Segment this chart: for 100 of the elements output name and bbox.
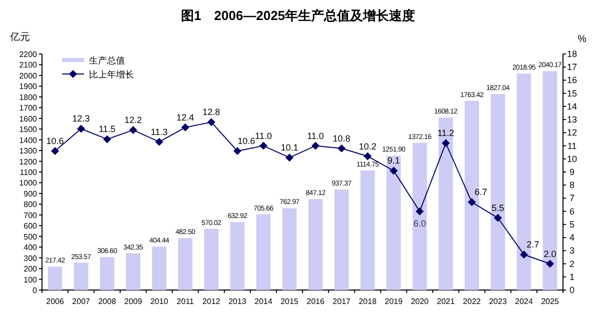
y2-tick-label: 16 — [566, 75, 578, 86]
x-tick-label: 2024 — [515, 297, 534, 306]
data-label: 2.0 — [544, 248, 556, 259]
legend-label: 比上年增长 — [89, 70, 134, 80]
data-label: 9.1 — [387, 156, 400, 166]
x-tick-label: 2021 — [436, 297, 456, 306]
y-tick-label: 1600 — [19, 114, 38, 124]
bar — [490, 94, 506, 290]
x-tick-label: 2007 — [72, 297, 91, 306]
point — [207, 118, 216, 126]
data-label: 11.2 — [437, 128, 454, 138]
point — [494, 214, 502, 222]
bar — [386, 156, 401, 290]
y-axis-title: 亿元 — [9, 32, 30, 43]
y-tick-label: 600 — [24, 222, 38, 231]
y2-tick-label: 13 — [566, 114, 578, 125]
y2-tick-label: 15 — [566, 88, 578, 98]
point — [546, 260, 554, 268]
y2-tick-label: 8 — [569, 180, 575, 190]
point — [520, 250, 528, 259]
x-tick-label: 2016 — [306, 297, 325, 306]
x-tick-label: 2025 — [541, 297, 560, 306]
y2-axis-title: % — [578, 34, 587, 45]
point — [390, 166, 398, 175]
bar — [438, 117, 453, 290]
y-tick-label: 2200 — [19, 50, 38, 59]
y-tick-label: 1400 — [19, 136, 38, 145]
x-tick-label: 2008 — [98, 297, 117, 306]
data-label: 6.7 — [474, 187, 488, 198]
legend-label: 生产总值 — [89, 56, 125, 66]
point — [77, 124, 86, 133]
y-tick-label: 100 — [24, 275, 38, 284]
bar — [126, 253, 140, 290]
y2-tick-label: 18 — [566, 49, 578, 59]
data-label: 11.0 — [307, 130, 324, 141]
y-tick-label: 300 — [24, 254, 38, 263]
y2-tick-label: 2 — [569, 258, 575, 269]
x-tick-label: 2022 — [462, 297, 482, 306]
y-tick-label: 2000 — [19, 71, 38, 80]
point — [129, 126, 138, 134]
bar — [360, 170, 375, 290]
point — [155, 138, 164, 146]
point — [51, 147, 60, 156]
point — [259, 142, 268, 150]
data-label: 10.6 — [238, 136, 256, 146]
y-tick-label: 900 — [24, 189, 38, 198]
y-tick-label: 1200 — [19, 157, 38, 166]
data-label: 11.0 — [254, 130, 272, 141]
data-label: 5.5 — [492, 202, 504, 213]
bar — [48, 266, 62, 290]
point — [338, 144, 346, 152]
x-tick-label: 2009 — [124, 297, 143, 306]
x-tick-label: 2013 — [228, 297, 247, 306]
point — [364, 152, 372, 160]
bar — [178, 238, 192, 290]
x-tick-label: 2018 — [358, 297, 378, 306]
y2-tick-label: 9 — [569, 167, 575, 177]
y-tick-label: 1000 — [19, 178, 38, 188]
data-label: 10.1 — [280, 142, 298, 153]
bar — [412, 142, 427, 290]
data-label: 2.7 — [526, 240, 540, 250]
point — [285, 154, 294, 162]
x-tick-label: 2010 — [150, 297, 169, 306]
bar — [308, 199, 323, 290]
bar — [230, 222, 245, 290]
data-label: 12.3 — [72, 114, 90, 124]
x-tick-label: 2014 — [254, 297, 273, 306]
y2-tick-label: 7 — [569, 193, 575, 204]
chart-title: 图1 2006—2025年生产总值及增长速度 — [180, 8, 416, 23]
data-label: 10.6 — [46, 136, 64, 146]
data-label: 11.3 — [150, 126, 168, 137]
x-tick-label: 2006 — [46, 297, 64, 306]
y-tick-label: 500 — [24, 232, 38, 242]
y-tick-label: 1700 — [19, 104, 38, 113]
point — [416, 207, 424, 216]
point — [103, 135, 112, 144]
bar — [100, 257, 114, 290]
x-tick-label: 2012 — [202, 297, 221, 306]
y2-tick-label: 5 — [569, 219, 575, 230]
y2-tick-label: 17 — [566, 62, 578, 72]
bar — [152, 246, 166, 290]
point — [181, 123, 190, 132]
data-label: 11.5 — [98, 124, 116, 134]
point — [312, 142, 320, 150]
y2-tick-label: 3 — [569, 246, 575, 256]
bar — [334, 189, 349, 290]
y2-tick-label: 1 — [569, 272, 575, 282]
bar — [282, 208, 297, 290]
y-tick-label: 1100 — [20, 168, 38, 177]
data-label: 12.8 — [202, 107, 220, 118]
bar — [204, 228, 218, 290]
data-label: 10.2 — [358, 141, 376, 152]
y-tick-label: 400 — [24, 243, 38, 252]
y-tick-label: 1300 — [19, 146, 38, 156]
bar — [74, 262, 88, 290]
data-label: 12.2 — [124, 115, 142, 126]
x-tick-label: 2011 — [176, 297, 194, 306]
y2-tick-label: 14 — [566, 101, 578, 112]
y-tick-label: 700 — [24, 210, 38, 220]
y2-tick-label: 11 — [567, 140, 577, 151]
